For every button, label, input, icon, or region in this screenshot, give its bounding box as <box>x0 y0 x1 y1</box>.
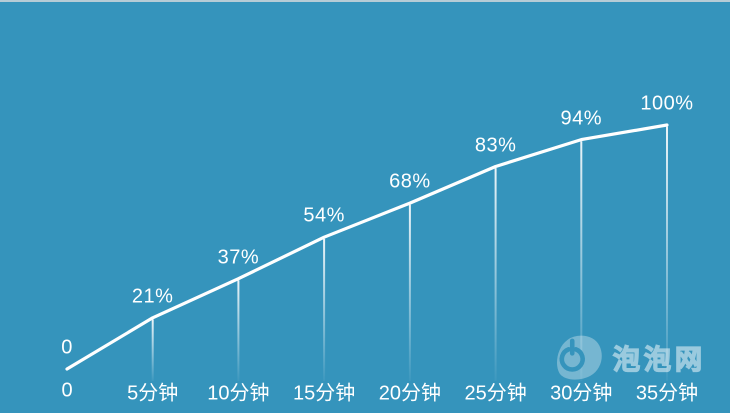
watermark: 泡泡网 <box>554 332 706 382</box>
dropline <box>151 319 154 381</box>
power-icon <box>557 335 602 380</box>
dropline <box>666 126 668 381</box>
droplines <box>151 126 668 381</box>
dropline <box>494 168 497 381</box>
dropline <box>323 238 326 381</box>
dropline <box>408 204 411 381</box>
dropline <box>237 280 240 381</box>
charge-curve <box>65 123 669 371</box>
dropline <box>580 141 583 381</box>
top-strip <box>0 0 730 2</box>
watermark-text: 泡泡网 <box>612 344 706 375</box>
